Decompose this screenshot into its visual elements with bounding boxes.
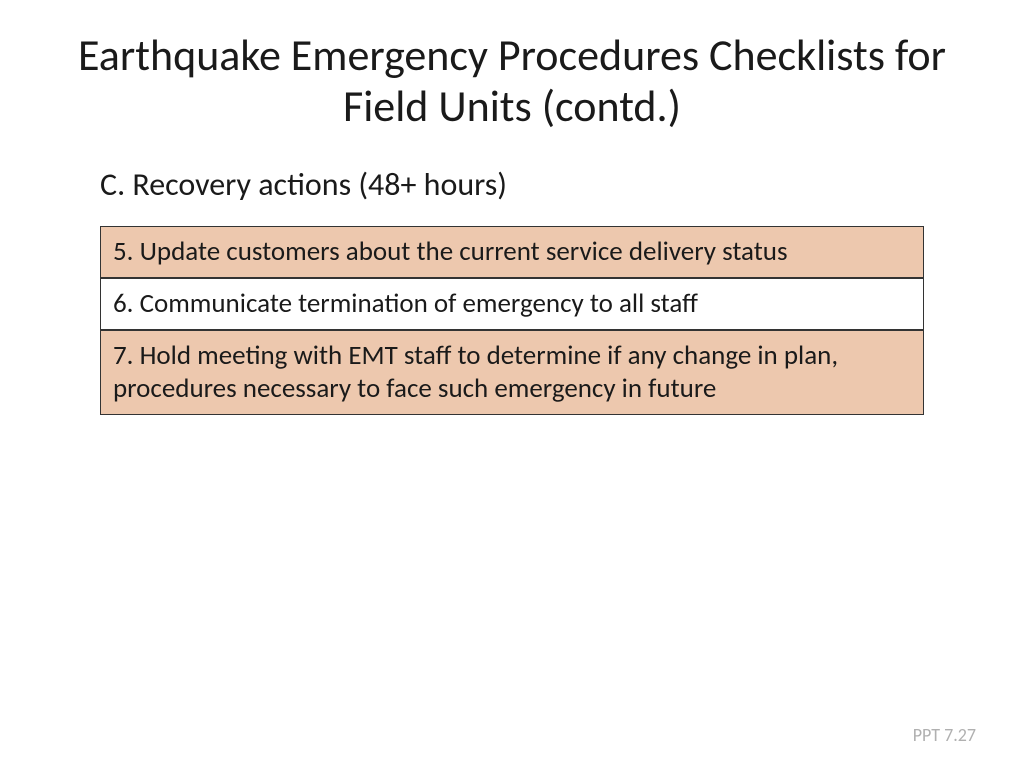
section-subtitle: C. Recovery actions (48+ hours) (0, 165, 1024, 204)
slide-number: PPT 7.27 (913, 724, 976, 746)
table-row: 5. Update customers about the current se… (100, 226, 924, 278)
checklist-table: 5. Update customers about the current se… (100, 226, 924, 415)
table-row: 7. Hold meeting with EMT staff to determ… (100, 330, 924, 416)
slide-title: Earthquake Emergency Procedures Checklis… (0, 30, 1024, 131)
slide-container: Earthquake Emergency Procedures Checklis… (0, 0, 1024, 768)
table-row: 6. Communicate termination of emergency … (100, 278, 924, 330)
